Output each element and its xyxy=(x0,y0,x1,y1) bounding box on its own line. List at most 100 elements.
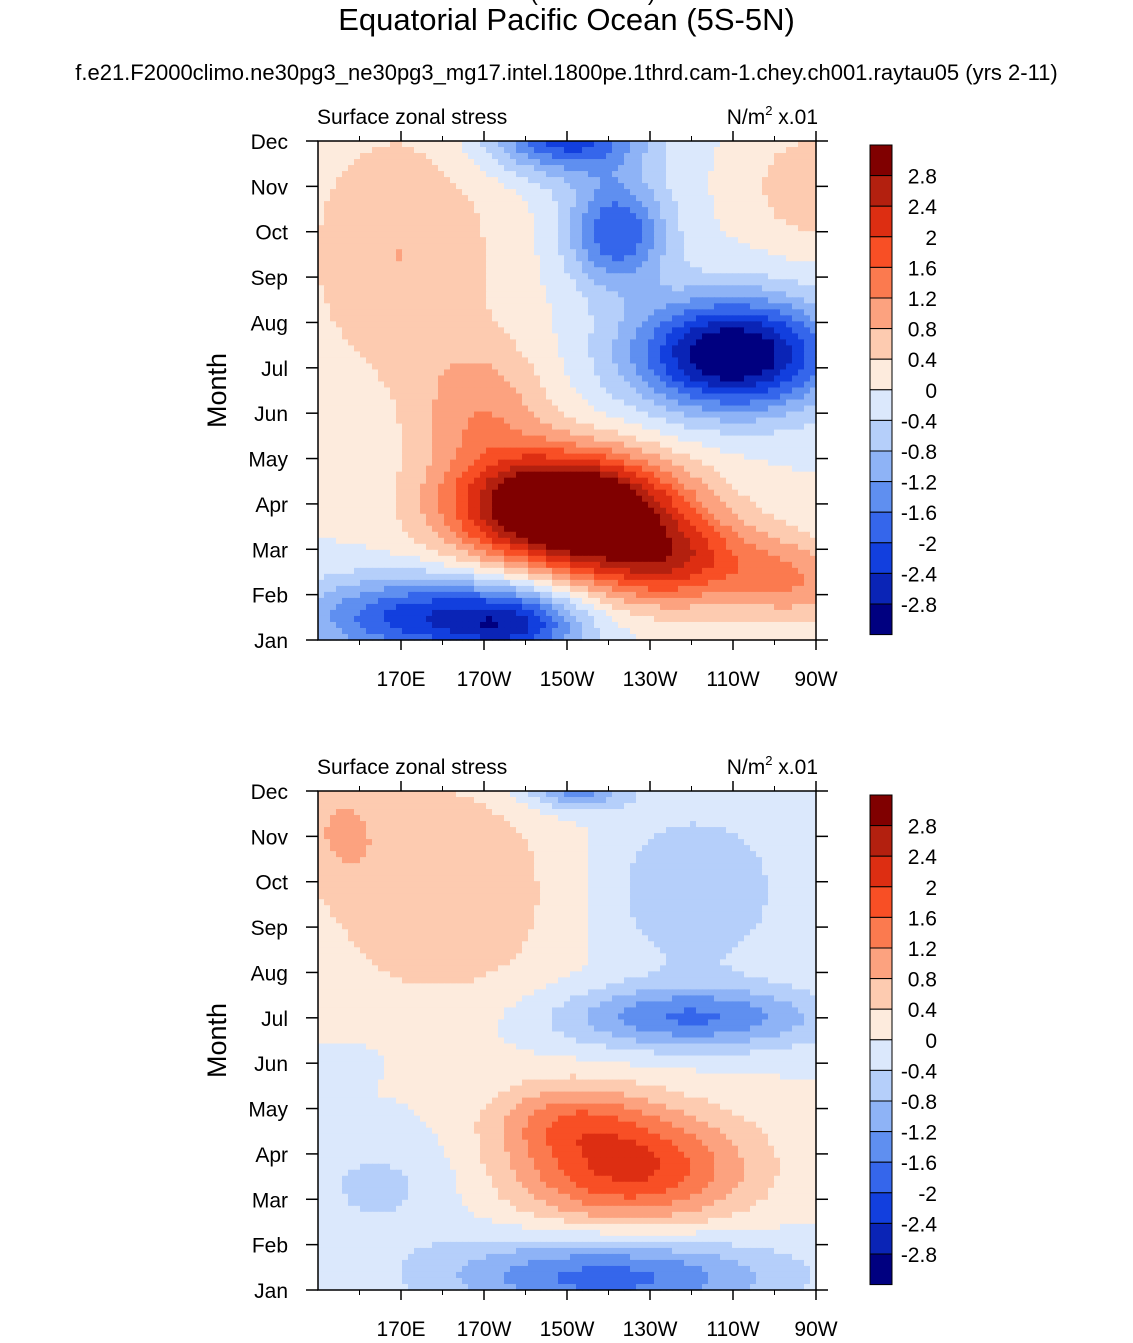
contour-cell xyxy=(510,471,517,479)
contour-cell xyxy=(618,213,625,220)
contour-cell xyxy=(546,327,553,334)
contour-cell xyxy=(648,243,655,250)
contour-cell xyxy=(720,357,727,365)
contour-cell xyxy=(420,369,427,377)
contour-cell xyxy=(444,297,451,304)
contour-cell xyxy=(486,177,493,184)
contour-cell xyxy=(474,465,481,473)
contour-cell xyxy=(768,375,775,383)
contour-cell xyxy=(372,189,379,196)
contour-cell xyxy=(678,441,685,449)
contour-cell xyxy=(672,171,679,178)
contour-cell xyxy=(396,297,403,304)
contour-cell xyxy=(582,417,589,425)
contour-cell xyxy=(762,261,769,268)
contour-cell xyxy=(690,387,697,395)
contour-cell xyxy=(708,237,715,244)
contour-cell xyxy=(648,279,655,286)
contour-cell xyxy=(564,303,571,310)
contour-cell xyxy=(636,195,643,202)
contour-cell xyxy=(690,165,697,172)
contour-cell xyxy=(756,453,763,461)
contour-cell xyxy=(726,309,733,316)
contour-cell xyxy=(774,195,781,202)
contour-cell xyxy=(636,321,643,328)
contour-cell xyxy=(576,345,583,353)
contour-cell xyxy=(648,321,655,328)
contour-cell xyxy=(408,345,415,353)
contour-cell xyxy=(558,405,565,413)
contour-cell xyxy=(558,363,565,371)
contour-cell xyxy=(384,171,391,178)
contour-cell xyxy=(522,141,529,148)
contour-cell xyxy=(546,417,553,425)
contour-cell xyxy=(468,375,475,383)
contour-cell xyxy=(696,435,703,443)
contour-cell xyxy=(606,189,613,196)
contour-cell xyxy=(690,291,697,298)
contour-cell xyxy=(636,303,643,310)
contour-cell xyxy=(564,249,571,256)
contour-cell xyxy=(804,339,811,347)
contour-cell xyxy=(384,285,391,292)
contour-cell xyxy=(810,303,817,310)
contour-cell xyxy=(678,201,685,208)
contour-cell xyxy=(570,273,577,280)
contour-cell xyxy=(552,495,559,503)
contour-cell xyxy=(492,495,499,503)
contour-cell xyxy=(648,267,655,274)
contour-cell xyxy=(708,201,715,208)
contour-cell xyxy=(486,345,493,353)
contour-cell xyxy=(666,279,673,286)
contour-cell xyxy=(528,303,535,310)
contour-cell xyxy=(600,177,607,184)
contour-cell xyxy=(582,429,589,437)
contour-cell xyxy=(654,255,661,262)
contour-cell xyxy=(504,495,511,503)
contour-cell xyxy=(396,387,403,395)
contour-cell xyxy=(516,435,523,443)
contour-cell xyxy=(450,381,457,389)
contour-cell xyxy=(792,315,799,322)
contour-cell xyxy=(384,273,391,280)
contour-cell xyxy=(522,429,529,437)
contour-cell xyxy=(720,315,727,322)
contour-cell xyxy=(360,459,367,467)
contour-cell xyxy=(486,387,493,395)
contour-cell xyxy=(330,225,337,232)
contour-cell xyxy=(654,369,661,377)
contour-cell xyxy=(468,339,475,347)
contour-cell xyxy=(756,177,763,184)
contour-cell xyxy=(366,219,373,226)
contour-cell xyxy=(462,267,469,274)
contour-cell xyxy=(558,357,565,365)
contour-cell xyxy=(594,261,601,268)
contour-cell xyxy=(576,465,583,473)
contour-cell xyxy=(462,459,469,467)
contour-cell xyxy=(588,273,595,280)
contour-cell xyxy=(618,465,625,473)
contour-cell xyxy=(456,477,463,485)
contour-cell xyxy=(696,369,703,377)
contour-cell xyxy=(618,147,625,154)
contour-cell xyxy=(678,399,685,407)
contour-cell xyxy=(396,465,403,473)
contour-cell xyxy=(654,201,661,208)
contour-cell xyxy=(666,369,673,377)
contour-cell xyxy=(630,339,637,347)
contour-cell xyxy=(618,279,625,286)
contour-cell xyxy=(720,201,727,208)
contour-cell xyxy=(642,321,649,328)
contour-cell xyxy=(510,405,517,413)
contour-cell xyxy=(348,255,355,262)
contour-cell xyxy=(738,309,745,316)
contour-cell xyxy=(690,213,697,220)
contour-cell xyxy=(432,483,439,491)
contour-cell xyxy=(696,189,703,196)
contour-cell xyxy=(450,423,457,431)
contour-cell xyxy=(702,483,709,491)
contour-cell xyxy=(426,141,433,148)
contour-cell xyxy=(780,291,787,298)
contour-cell xyxy=(732,411,739,419)
contour-cell xyxy=(564,207,571,214)
